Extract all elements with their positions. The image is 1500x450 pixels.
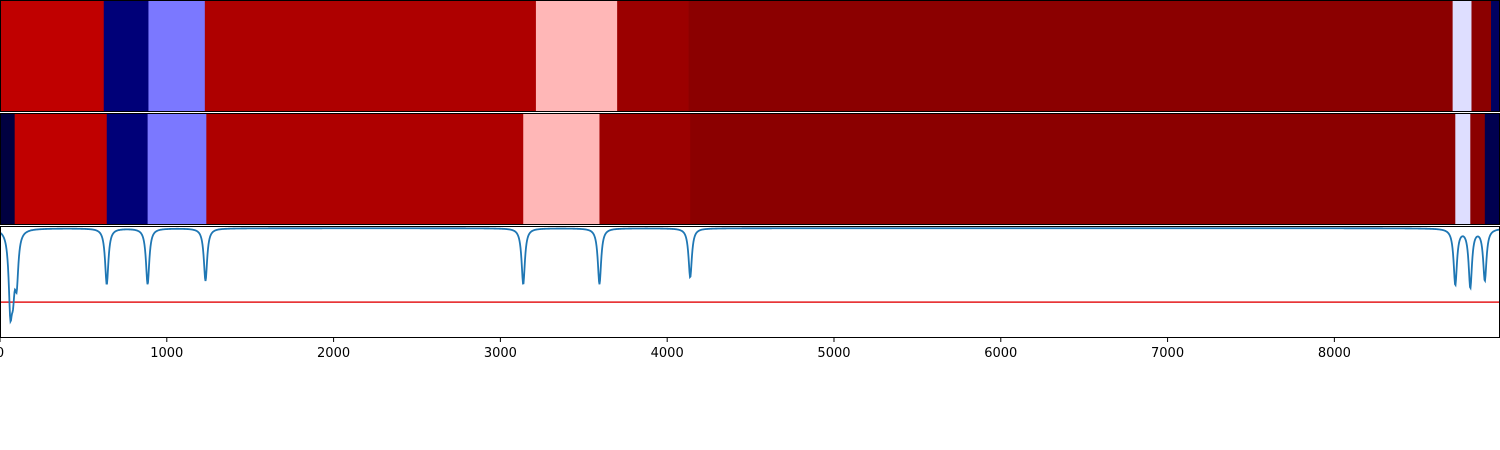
segmentation-track-top-segment-1 — [103, 0, 149, 112]
x-tick-label-3000: 3000 — [484, 346, 517, 361]
x-axis: 0 1000 2000 3000 4000 5000 6000 7000 8000 — [0, 338, 1351, 361]
segmentation-track-top-segment-9 — [1490, 0, 1500, 112]
segmentation-track-top-segment-6 — [688, 0, 1454, 112]
segmentation-track-top-segment-5 — [617, 0, 689, 112]
segmentation-track-bottom-segment-0 — [0, 113, 16, 225]
x-tick-label-6000: 6000 — [984, 346, 1017, 361]
segmentation-track-bottom-segment-10 — [1484, 113, 1500, 225]
segmentation-track-top-segment-0 — [0, 0, 105, 112]
segmentation-track-top-segment-4 — [535, 0, 618, 112]
line-panel-background — [0, 226, 1500, 338]
x-tick-label-1000: 1000 — [150, 346, 183, 361]
top-segmentation-panel — [0, 0, 1500, 112]
segmentation-track-bottom-segment-6 — [599, 113, 691, 225]
segmentation-track-top-segment-2 — [148, 0, 206, 112]
x-tick-label-7000: 7000 — [1151, 346, 1184, 361]
segmentation-track-bottom-segment-8 — [1455, 113, 1471, 225]
line-panel — [0, 226, 1500, 338]
segmentation-track-bottom-segment-3 — [147, 113, 207, 225]
segmentation-track-top-segment-8 — [1471, 0, 1492, 112]
segmentation-track-bottom-segment-9 — [1470, 113, 1486, 225]
x-tick-label-4000: 4000 — [651, 346, 684, 361]
segmentation-track-bottom-segment-5 — [523, 113, 600, 225]
score-line — [0, 227, 1500, 325]
segmentation-track-top-segment-7 — [1452, 0, 1472, 112]
bottom-segmentation-panel — [0, 113, 1500, 225]
x-tick-label-8000: 8000 — [1318, 346, 1351, 361]
x-tick-label-2000: 2000 — [317, 346, 350, 361]
segmentation-track-bottom-segment-4 — [206, 113, 524, 225]
segmentation-track-bottom-segment-1 — [14, 113, 108, 225]
segmentation-track-bottom-segment-2 — [106, 113, 149, 225]
x-tick-label-0: 0 — [0, 346, 4, 361]
segmentation-track-top-segment-3 — [204, 0, 537, 112]
segmentation-track-bottom-segment-7 — [690, 113, 1456, 225]
x-tick-label-5000: 5000 — [817, 346, 850, 361]
